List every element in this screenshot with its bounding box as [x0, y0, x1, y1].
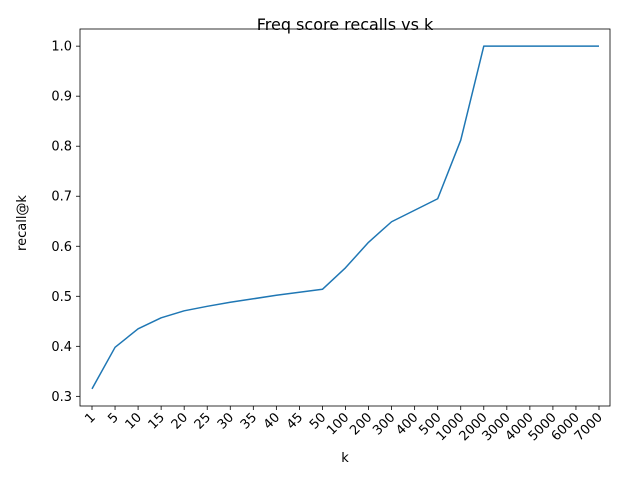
series-line [91, 45, 599, 390]
chart-title: Freq score recalls vs k [257, 15, 434, 34]
y-tick-label: 0.6 [51, 240, 72, 255]
y-tick-label: 1.0 [51, 40, 72, 55]
y-tick-label: 0.3 [51, 390, 72, 405]
y-axis-label: recall@k [15, 195, 30, 251]
y-tick-label: 0.7 [51, 190, 72, 205]
x-axis-label: k [341, 451, 349, 466]
y-tick-label: 0.4 [51, 340, 72, 355]
y-tick-label: 0.5 [51, 290, 72, 305]
axes-frame [79, 28, 611, 407]
y-tick-label: 0.8 [51, 140, 72, 155]
y-tick-label: 0.9 [51, 90, 72, 105]
